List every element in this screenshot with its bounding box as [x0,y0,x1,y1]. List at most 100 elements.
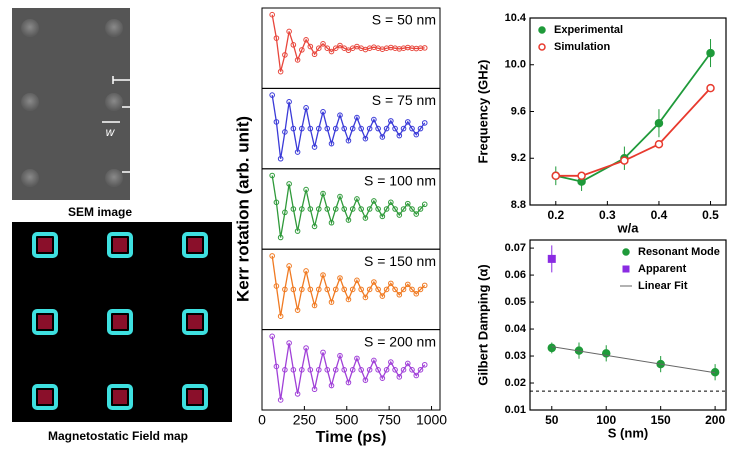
x-tick-label: 0.2 [547,208,564,222]
data-point [375,286,381,293]
data-point [354,196,360,202]
map-core [38,238,52,252]
data-point [371,279,377,285]
x-tick-label: 0.3 [599,208,616,222]
legend-label: Linear Fit [638,280,688,292]
data-point [379,213,386,220]
map-glow [32,384,58,410]
panel-label: S = 150 nm [364,253,436,269]
x-tick-label: 200 [705,413,725,427]
data-point [290,286,297,293]
data-point [417,367,424,373]
data-point [269,92,275,98]
data-point [332,206,339,212]
data-point [324,206,331,212]
data-point [392,367,398,373]
panel-label: S = 200 nm [364,333,436,349]
map-glow [107,232,133,258]
data-point [388,199,394,206]
y-tick-label: 8.8 [511,199,526,211]
map-core [113,238,127,252]
data-point [282,52,288,58]
data-point [383,286,390,293]
x-tick-label: 100 [596,413,616,427]
x-axis-title: S (nm) [608,425,648,440]
data-point [299,286,305,293]
plot-frame [529,239,727,411]
data-point [286,99,292,105]
data-point [383,125,390,132]
data-point [324,125,331,132]
data-point [277,397,284,403]
data-point [273,119,280,125]
data-point [303,345,309,351]
data-point [404,281,411,288]
data-point [303,105,309,111]
data-point [547,254,556,263]
data-point [307,286,314,293]
data-point [324,286,331,293]
x-tick-label: 1000 [416,412,447,428]
data-point [413,290,420,297]
data-point [315,45,322,52]
map-core [38,390,52,404]
y-tick-label: 0.05 [505,296,526,308]
data-point [307,367,314,373]
x-tick-label: 0.5 [702,208,719,222]
data-point [354,277,360,284]
data-point [328,48,335,55]
legend-swatch [538,43,546,51]
data-point [315,206,322,212]
map-core [38,315,52,329]
data-point [269,333,275,340]
sem-label: w [106,125,116,139]
fit-line [551,346,716,374]
data-point [358,367,364,373]
y-tick-label: 10.0 [505,59,526,71]
data-point [299,125,305,132]
x-axis-title: w/a [617,220,640,235]
data-point [315,286,322,293]
sem-dots [21,19,123,187]
data-point [362,215,369,221]
data-point [396,212,403,218]
data-point [307,125,314,132]
data-point [379,134,386,140]
data-point [324,45,331,52]
panel-frame [261,329,441,411]
data-point [332,125,339,132]
data-point [551,171,561,181]
data-point [375,206,381,212]
y-tick-label: 9.6 [511,105,526,117]
data-point [290,206,297,212]
caption: Magnetostatic Field map [48,429,188,443]
data-point [332,45,339,52]
data-point [421,45,428,51]
data-point [311,223,318,230]
data-point [320,190,326,197]
data-point [654,118,664,128]
data-point [277,155,284,162]
legend-label: Experimental [554,24,623,36]
data-point [371,116,377,123]
data-point [349,286,356,293]
y-tick-label: 10.4 [505,12,527,24]
data-point [286,340,292,346]
data-point [388,118,394,124]
x-tick-label: 0 [258,412,266,428]
data-point [375,125,381,132]
data-point [413,372,420,379]
data-point [404,360,411,367]
panel-label: S = 50 nm [372,12,436,28]
data-point [358,125,364,132]
data-point [294,307,301,313]
y-axis-title: Frequency (GHz) [475,59,490,163]
data-point [413,211,420,217]
data-point [337,275,343,281]
y-tick-label: 9.2 [511,152,526,164]
data-point [375,367,381,373]
map-glow [107,384,133,410]
data-point [303,186,309,193]
data-point [366,206,373,212]
